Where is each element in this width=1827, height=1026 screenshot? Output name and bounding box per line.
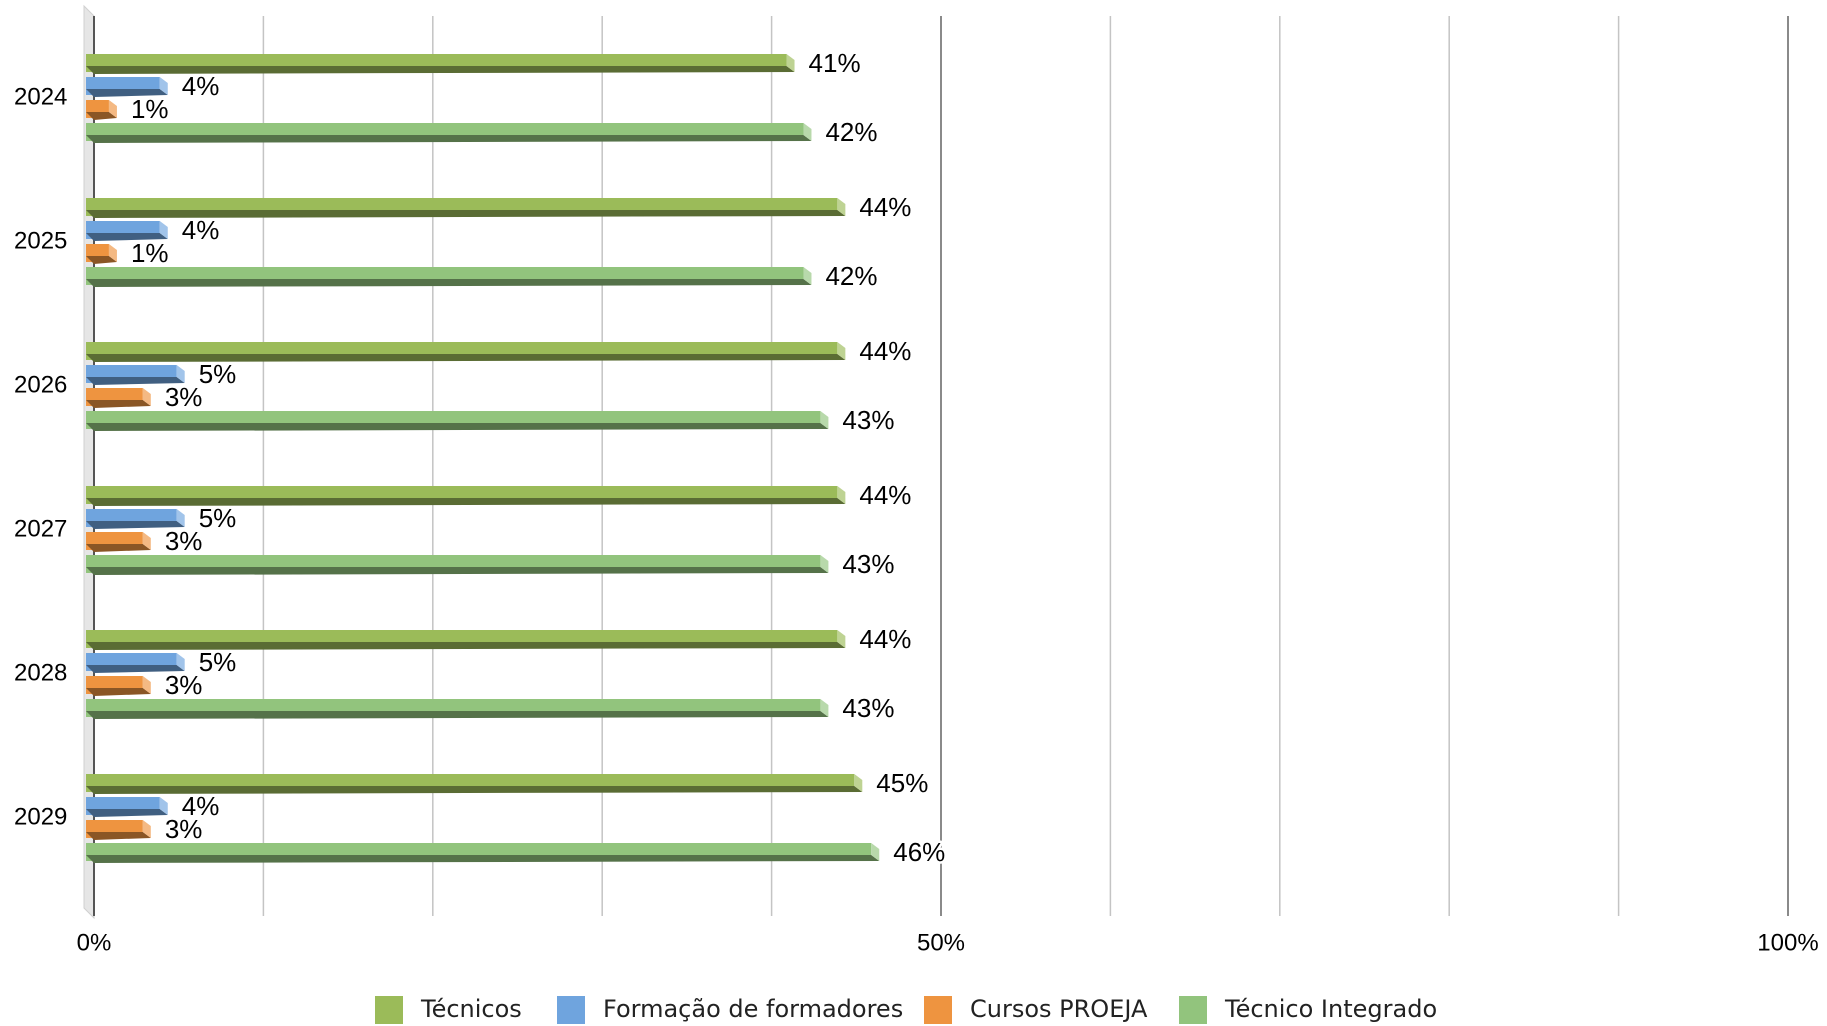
legend-label: Cursos PROEJA (970, 995, 1148, 1023)
bar-2026-1 (86, 365, 185, 385)
bar-2027-1 (86, 509, 185, 529)
data-label: 43% (842, 549, 894, 579)
bar-2029-3 (86, 843, 880, 863)
bar-2028-3 (86, 699, 829, 719)
bar-2026-2 (86, 388, 151, 408)
data-label: 44% (859, 624, 911, 654)
data-label: 5% (199, 647, 237, 677)
bar-2026-0 (86, 342, 846, 362)
category-label: 2026 (14, 371, 67, 398)
bar-2026-3 (86, 411, 829, 431)
data-label: 44% (859, 336, 911, 366)
bar-2024-3 (86, 123, 812, 143)
bar-2029-2 (86, 820, 151, 840)
legend-label: Formação de formadores (603, 995, 903, 1023)
legend-item: Formação de formadores (557, 995, 903, 1024)
bar-2029-0 (86, 774, 863, 794)
legend-swatch (1179, 996, 1207, 1024)
legend-swatch (924, 996, 952, 1024)
legend-swatch (375, 996, 403, 1024)
data-label: 1% (131, 94, 169, 124)
data-label: 3% (165, 814, 203, 844)
data-label: 3% (165, 382, 203, 412)
bar-2029-1 (86, 797, 168, 817)
category-label: 2027 (14, 515, 67, 542)
data-label: 43% (842, 693, 894, 723)
legend-item: Cursos PROEJA (924, 995, 1148, 1024)
tick-label: 100% (1757, 929, 1818, 956)
data-label: 42% (825, 261, 877, 291)
category-label: 2029 (14, 803, 67, 830)
bars (86, 54, 880, 863)
bar-2027-3 (86, 555, 829, 575)
bar-2028-1 (86, 653, 185, 673)
bar-2025-0 (86, 198, 846, 218)
value-axis: 0% 50% 100% (77, 929, 1819, 956)
bar-2025-3 (86, 267, 812, 287)
legend-label: Técnico Integrado (1224, 995, 1437, 1023)
tick-label: 0% (77, 929, 112, 956)
tick-label: 50% (917, 929, 965, 956)
legend-item: Técnicos (375, 995, 522, 1024)
data-label: 46% (893, 837, 945, 867)
data-label: 42% (825, 117, 877, 147)
bar-2024-2 (86, 100, 117, 120)
bar-2025-2 (86, 244, 117, 264)
data-label: 5% (199, 359, 237, 389)
data-label: 5% (199, 503, 237, 533)
legend-swatch (557, 996, 585, 1024)
bar-2028-2 (86, 676, 151, 696)
data-label: 44% (859, 192, 911, 222)
data-label: 3% (165, 526, 203, 556)
bar-2024-1 (86, 77, 168, 97)
data-labels: 41%4%1%42%44%4%1%42%44%5%3%43%44%5%3%43%… (128, 45, 947, 869)
bar-2028-0 (86, 630, 846, 650)
category-label: 2024 (14, 83, 67, 110)
gridlines (93, 16, 1789, 916)
data-label: 45% (876, 768, 928, 798)
legend: Técnicos Formação de formadores Cursos PRO… (375, 995, 1437, 1024)
legend-label: Técnicos (420, 995, 522, 1023)
data-label: 41% (809, 48, 861, 78)
data-label: 4% (182, 71, 220, 101)
category-axis: 2024 2025 2026 2027 2028 2029 (14, 83, 67, 830)
category-label: 2025 (14, 227, 67, 254)
bar-2024-0 (86, 54, 795, 74)
bar-2027-0 (86, 486, 846, 506)
bar-2027-2 (86, 532, 151, 552)
data-label: 43% (842, 405, 894, 435)
data-label: 4% (182, 215, 220, 245)
bar-2025-1 (86, 221, 168, 241)
data-label: 44% (859, 480, 911, 510)
data-label: 3% (165, 670, 203, 700)
category-label: 2028 (14, 659, 67, 686)
data-label: 4% (182, 791, 220, 821)
data-label: 1% (131, 238, 169, 268)
legend-item: Técnico Integrado (1179, 995, 1437, 1024)
